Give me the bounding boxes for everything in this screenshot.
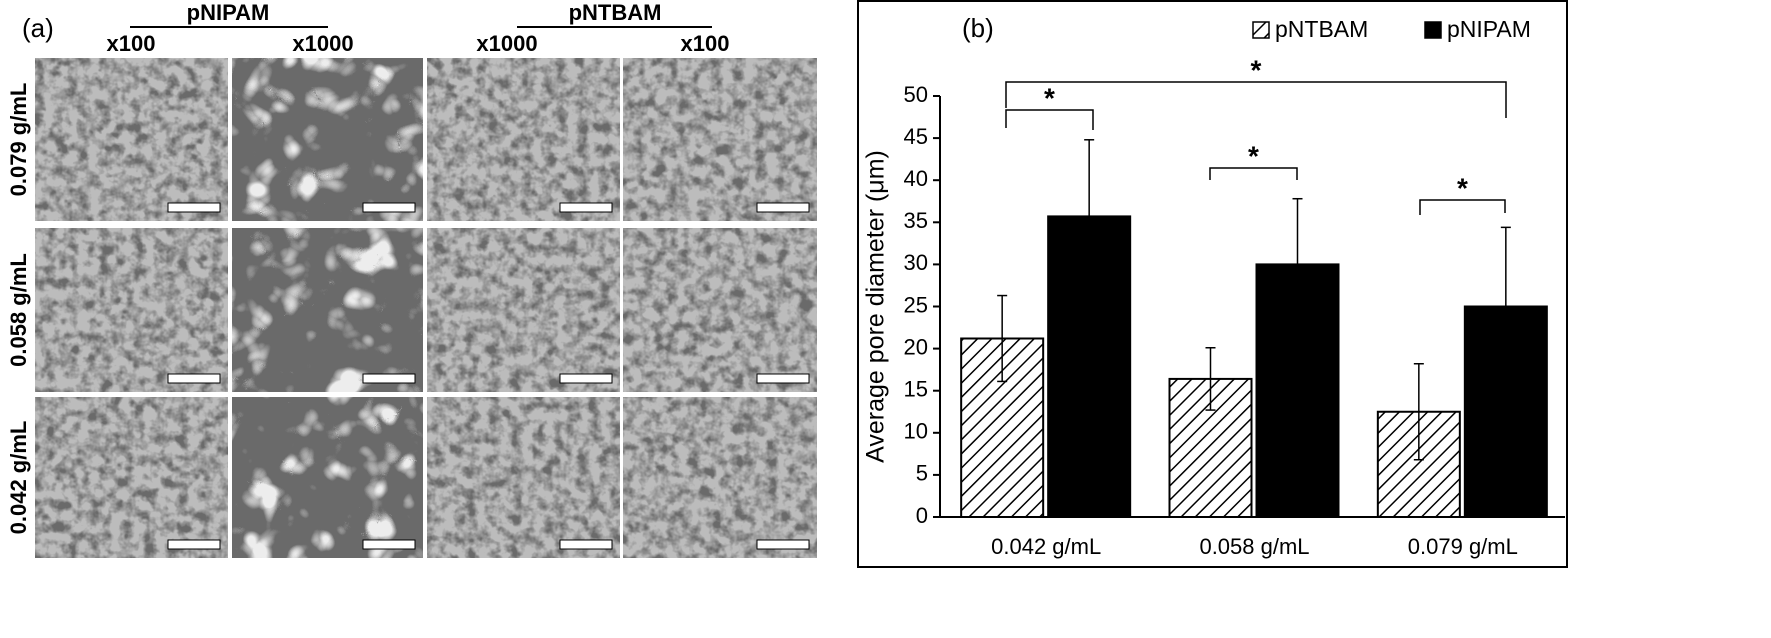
significance-star: * bbox=[1251, 54, 1262, 85]
significance-star: * bbox=[1044, 82, 1055, 113]
sem-texture bbox=[427, 228, 620, 392]
sem-grid: x100 x1000 x1000 x100 0.079 g/mL 0.058 g/mL 0.… bbox=[6, 31, 817, 558]
panel-label: (a) bbox=[22, 13, 54, 43]
scale-bar bbox=[756, 202, 810, 213]
y-tick-label: 45 bbox=[904, 124, 928, 149]
y-tick-label: 15 bbox=[904, 377, 928, 402]
y-tick-label: 20 bbox=[904, 334, 928, 359]
y-tick-label: 50 bbox=[904, 82, 928, 107]
sem-texture bbox=[623, 58, 817, 221]
y-tick-label: 10 bbox=[904, 419, 928, 444]
sem-texture bbox=[35, 397, 228, 558]
legend-swatch bbox=[1252, 21, 1270, 39]
sem-texture bbox=[232, 58, 423, 221]
scale-bar bbox=[167, 373, 221, 384]
scale-bar bbox=[362, 373, 416, 384]
row-label: 0.079 g/mL bbox=[6, 83, 31, 197]
significance-star: * bbox=[1248, 140, 1259, 171]
legend-label: pNIPAM bbox=[1447, 16, 1531, 42]
scale-bar bbox=[559, 373, 613, 384]
legend-label: pNTBAM bbox=[1275, 16, 1368, 42]
x-tick-label: 0.058 g/mL bbox=[1199, 534, 1309, 559]
scale-bar bbox=[362, 202, 416, 213]
sem-texture bbox=[232, 397, 423, 558]
sem-texture bbox=[623, 228, 817, 392]
panel-label: (b) bbox=[962, 13, 994, 43]
row-label: 0.042 g/mL bbox=[6, 421, 31, 535]
scale-bar bbox=[756, 539, 810, 550]
significance-bracket bbox=[1005, 81, 1507, 118]
scale-bar bbox=[167, 202, 221, 213]
scale-bar bbox=[559, 539, 613, 550]
scale-bar bbox=[362, 539, 416, 550]
group-label: pNTBAM bbox=[569, 0, 662, 25]
column-label: x1000 bbox=[476, 31, 537, 56]
y-tick-label: 40 bbox=[904, 166, 928, 191]
chart: (b) 0 5 10 15 20 25 30 35 40 45 50 Average pore diam… bbox=[862, 13, 1565, 559]
sem-texture bbox=[35, 58, 228, 221]
sem-texture bbox=[623, 397, 817, 558]
sem-texture bbox=[232, 228, 423, 392]
x-tick-label: 0.079 g/mL bbox=[1408, 534, 1518, 559]
legend-swatch bbox=[1424, 21, 1442, 39]
significance-star: * bbox=[1457, 172, 1468, 203]
column-label: x100 bbox=[107, 31, 156, 56]
sem-texture bbox=[427, 397, 620, 558]
y-axis-title: Average pore diameter (μm) bbox=[862, 150, 890, 463]
x-tick-label: 0.042 g/mL bbox=[991, 534, 1101, 559]
significance-bracket bbox=[1209, 167, 1298, 180]
group-label: pNIPAM bbox=[187, 0, 270, 25]
column-label: x1000 bbox=[292, 31, 353, 56]
y-tick-label: 25 bbox=[904, 292, 928, 317]
significance-bracket bbox=[1419, 199, 1506, 215]
scale-bar bbox=[559, 202, 613, 213]
panel-frame bbox=[857, 0, 1568, 568]
significance-bracket bbox=[1005, 109, 1094, 130]
column-label: x100 bbox=[681, 31, 730, 56]
sem-texture bbox=[35, 228, 228, 392]
scale-bar bbox=[167, 539, 221, 550]
y-tick-label: 30 bbox=[904, 250, 928, 275]
sem-texture bbox=[427, 58, 620, 221]
y-tick-label: 5 bbox=[916, 461, 928, 486]
y-tick-label: 35 bbox=[904, 208, 928, 233]
row-label: 0.058 g/mL bbox=[6, 253, 31, 367]
scale-bar bbox=[756, 373, 810, 384]
y-tick-label: 0 bbox=[916, 503, 928, 528]
